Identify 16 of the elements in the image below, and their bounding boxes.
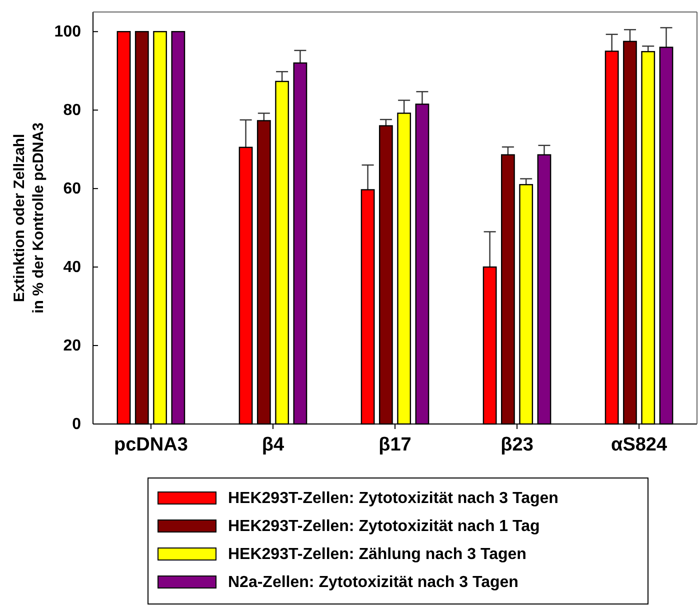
y-tick-label: 80 <box>63 102 82 120</box>
x-tick-label: pcDNA3 <box>114 434 188 456</box>
y-tick-label: 0 <box>72 416 82 434</box>
legend-label: HEK293T-Zellen: Zählung nach 3 Tagen <box>228 546 526 563</box>
legend-label: HEK293T-Zellen: Zytotoxizität nach 3 Tagen <box>228 490 558 507</box>
y-tick-label: 20 <box>63 338 82 355</box>
y-tick-label: 100 <box>54 24 82 41</box>
x-tick-label: αS824 <box>611 434 668 456</box>
legend-label: HEK293T-Zellen: Zytotoxizität nach 1 Tag <box>228 518 540 535</box>
x-tick-label: β23 <box>500 434 534 456</box>
x-tick-label: β17 <box>378 434 412 456</box>
legend-label: N2a-Zellen: Zytotoxizität nach 3 Tagen <box>228 574 518 591</box>
y-tick-label: 60 <box>63 180 82 198</box>
y-axis-title: Extinktion oder Zellzahl in % der Kontrolle pcDNA3 <box>11 122 47 314</box>
y-tick-label: 40 <box>63 259 82 276</box>
x-tick-label: β4 <box>262 434 284 456</box>
